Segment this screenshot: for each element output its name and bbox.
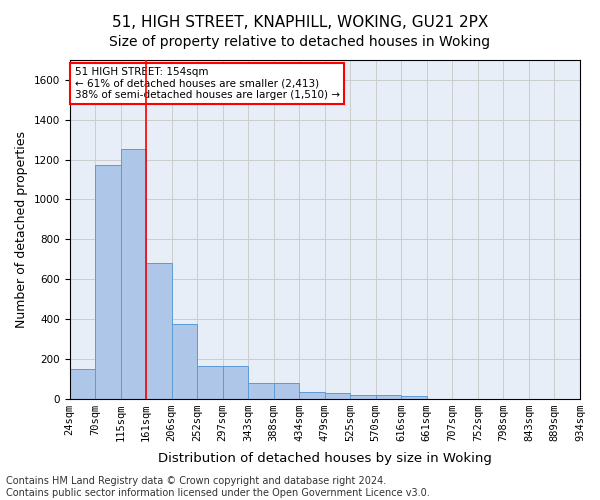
Bar [248,382,274,398]
Bar [172,324,197,398]
Text: 51, HIGH STREET, KNAPHILL, WOKING, GU21 2PX: 51, HIGH STREET, KNAPHILL, WOKING, GU21 … [112,15,488,30]
Bar [223,366,248,398]
Text: 51 HIGH STREET: 154sqm
← 61% of detached houses are smaller (2,413)
38% of semi-: 51 HIGH STREET: 154sqm ← 61% of detached… [74,67,340,100]
Bar [70,368,95,398]
Bar [121,148,146,398]
Bar [146,263,172,398]
Bar [274,382,299,398]
Bar [95,164,121,398]
X-axis label: Distribution of detached houses by size in Woking: Distribution of detached houses by size … [158,452,492,465]
Bar [197,366,223,398]
Bar [401,396,427,398]
Bar [299,392,325,398]
Y-axis label: Number of detached properties: Number of detached properties [15,131,28,328]
Bar [325,392,350,398]
Bar [376,394,401,398]
Bar [350,394,376,398]
Text: Contains HM Land Registry data © Crown copyright and database right 2024.
Contai: Contains HM Land Registry data © Crown c… [6,476,430,498]
Text: Size of property relative to detached houses in Woking: Size of property relative to detached ho… [109,35,491,49]
